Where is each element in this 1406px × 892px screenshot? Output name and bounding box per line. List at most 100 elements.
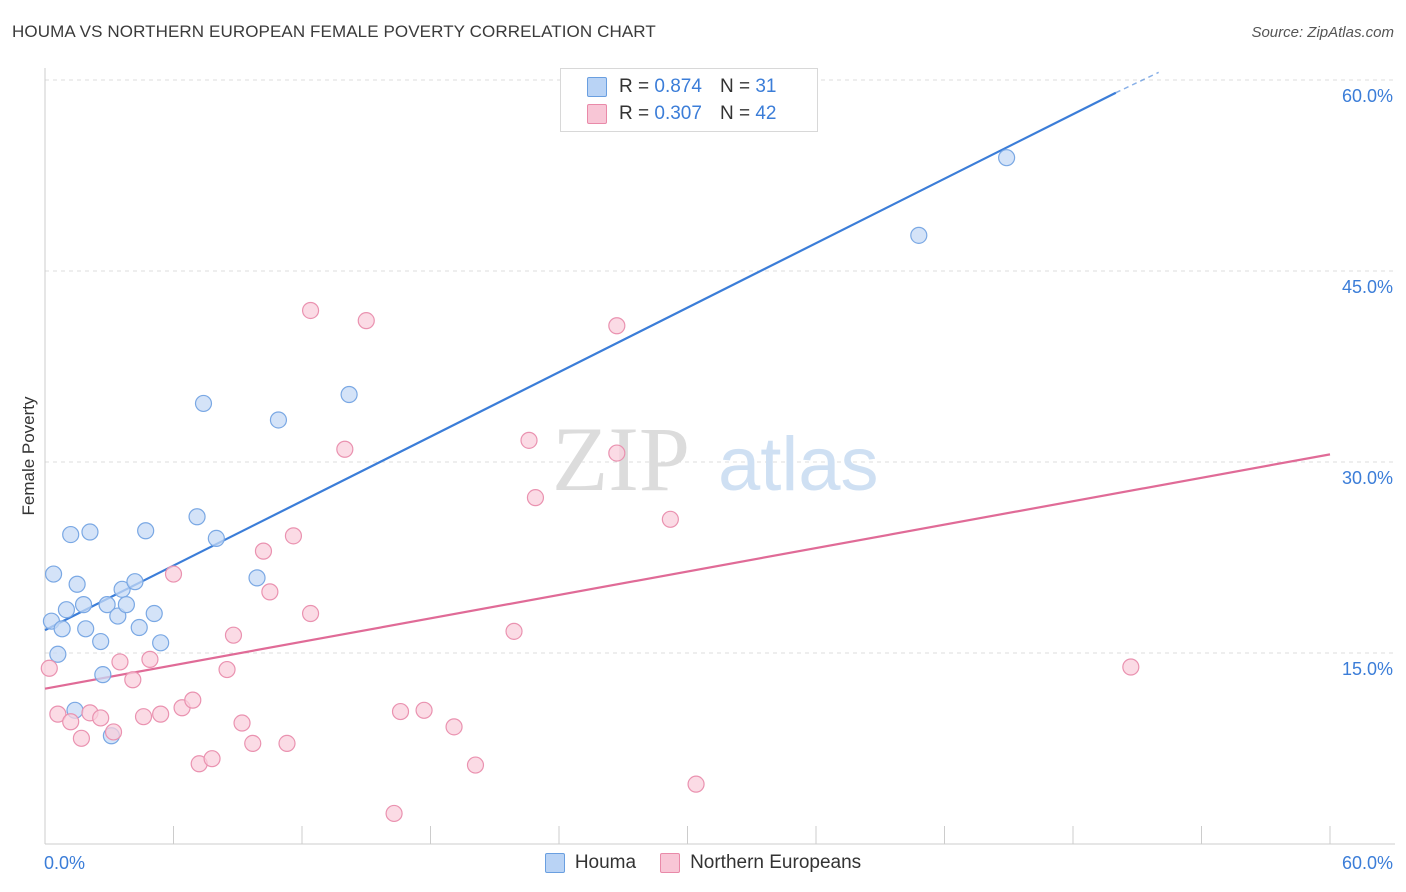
- northern-europeans-point: [124, 671, 142, 689]
- source-label: Source: ZipAtlas.com: [1251, 24, 1394, 41]
- x-tick-label: 0.0%: [44, 853, 85, 873]
- northern-europeans-point: [62, 713, 80, 731]
- legend-swatch-northern-europeans: [587, 104, 607, 124]
- northern-europeans-point: [385, 804, 403, 823]
- northern-europeans-point: [415, 701, 433, 719]
- northern-europeans-point: [391, 702, 410, 721]
- northern-europeans-point: [40, 659, 58, 677]
- northern-europeans-point: [49, 705, 67, 723]
- watermark-atlas: atlas: [718, 422, 879, 507]
- houma-point: [74, 596, 93, 614]
- data-points: [40, 149, 1140, 823]
- legend-r-label: R =: [619, 103, 650, 124]
- northern-europeans-point: [687, 775, 705, 793]
- houma-point: [94, 666, 112, 684]
- houma-point: [77, 620, 95, 638]
- northern-europeans-point: [218, 660, 236, 679]
- northern-europeans-point: [445, 718, 463, 736]
- northern-europeans-point: [141, 650, 159, 668]
- northern-europeans-point: [233, 714, 251, 732]
- northern-europeans-point: [152, 705, 170, 723]
- houma-point: [145, 604, 163, 623]
- northern-europeans-point: [466, 756, 485, 774]
- y-tick-label: 30.0%: [1342, 468, 1393, 488]
- northern-europeans-point: [203, 750, 221, 768]
- houma-point: [910, 226, 928, 244]
- houma-point: [194, 394, 213, 413]
- houma-point: [98, 596, 116, 614]
- houma-point: [130, 618, 148, 637]
- northern-europeans-point: [301, 301, 320, 320]
- houma-point: [44, 565, 63, 583]
- northern-europeans-point: [164, 565, 183, 583]
- legend-n-label: N =: [719, 103, 751, 124]
- houma-point: [81, 523, 99, 541]
- northern-europeans-point: [134, 708, 153, 726]
- y-tick-label: 45.0%: [1342, 277, 1393, 297]
- northern-europeans-point: [301, 604, 320, 623]
- legend-item-northern-europeans[interactable]: Northern Europeans: [660, 852, 861, 874]
- houma-point: [137, 522, 155, 540]
- chart-title: HOUMA VS NORTHERN EUROPEAN FEMALE POVERT…: [12, 22, 656, 41]
- houma-point: [998, 149, 1016, 167]
- y-tick-label: 15.0%: [1342, 659, 1393, 679]
- legend-n-value-northern-europeans: 42: [755, 103, 777, 124]
- legend-swatch-northern-europeans: [660, 853, 681, 873]
- houma-point: [109, 607, 127, 625]
- northern-europeans-point: [357, 312, 375, 330]
- northern-europeans-point: [104, 723, 123, 741]
- y-axis-label: Female Poverty: [19, 396, 38, 516]
- legend-n-label: N =: [719, 76, 751, 97]
- houma-point: [49, 645, 67, 663]
- northern-europeans-point: [336, 440, 354, 458]
- trend-lines: [44, 71, 1331, 690]
- northern-europeans-point: [254, 542, 273, 560]
- y-tick-label: 60.0%: [1342, 86, 1393, 106]
- houma-point: [340, 385, 358, 404]
- northern-europeans-point: [261, 583, 279, 601]
- x-tick-label: 60.0%: [1342, 853, 1393, 873]
- watermark: ZIP atlas: [552, 408, 879, 510]
- houma-point: [62, 525, 80, 544]
- northern-europeans-point: [278, 734, 296, 753]
- trend-line-extension: [1115, 71, 1159, 94]
- correlation-legend: R = 0.874 N = 31 R = 0.307 N = 42: [560, 68, 818, 132]
- houma-point: [68, 575, 86, 593]
- legend-row-houma: R = 0.874 N = 31: [587, 74, 776, 100]
- legend-swatch-houma: [544, 853, 565, 873]
- tick-labels: 15.0% 30.0% 45.0% 60.0% 0.0% 60.0%: [44, 86, 1393, 873]
- legend-r-label: R =: [619, 76, 650, 97]
- legend-label-northern-europeans: Northern Europeans: [690, 852, 862, 873]
- legend-label-houma: Houma: [574, 852, 637, 873]
- trend-line-northern-europeans: [44, 453, 1331, 690]
- houma-point: [248, 569, 266, 587]
- series-legend: Houma Northern Europeans: [0, 852, 1406, 874]
- houma-point: [207, 529, 225, 548]
- legend-n-value-houma: 31: [755, 76, 777, 97]
- legend-r-value-houma: 0.874: [654, 76, 702, 97]
- gridlines: [45, 79, 1395, 654]
- houma-point: [92, 632, 110, 651]
- northern-europeans-point: [520, 431, 538, 449]
- northern-europeans-point: [111, 653, 129, 671]
- legend-swatch-houma: [587, 77, 607, 97]
- northern-europeans-point: [608, 444, 626, 462]
- houma-point: [117, 596, 135, 614]
- northern-europeans-point: [284, 527, 303, 545]
- houma-point: [57, 601, 76, 619]
- houma-point: [188, 508, 206, 526]
- legend-r-value-northern-europeans: 0.307: [654, 103, 702, 124]
- houma-point: [269, 411, 288, 429]
- northern-europeans-point: [661, 510, 679, 528]
- northern-europeans-point: [608, 317, 626, 335]
- legend-item-houma[interactable]: Houma: [544, 852, 637, 874]
- houma-point: [53, 620, 71, 638]
- northern-europeans-point: [505, 622, 523, 640]
- northern-europeans-point: [244, 734, 262, 753]
- northern-europeans-point: [184, 691, 202, 709]
- northern-europeans-point: [526, 489, 545, 507]
- legend-row-northern-europeans: R = 0.307 N = 42: [587, 101, 776, 127]
- trend-line-houma: [44, 91, 1117, 632]
- northern-europeans-point: [72, 729, 91, 747]
